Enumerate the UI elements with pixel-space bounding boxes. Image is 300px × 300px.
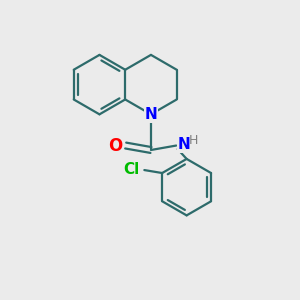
Text: N: N [178, 137, 190, 152]
Text: H: H [189, 134, 198, 147]
Text: Cl: Cl [124, 162, 140, 177]
Text: N: N [145, 107, 157, 122]
Text: O: O [108, 136, 122, 154]
